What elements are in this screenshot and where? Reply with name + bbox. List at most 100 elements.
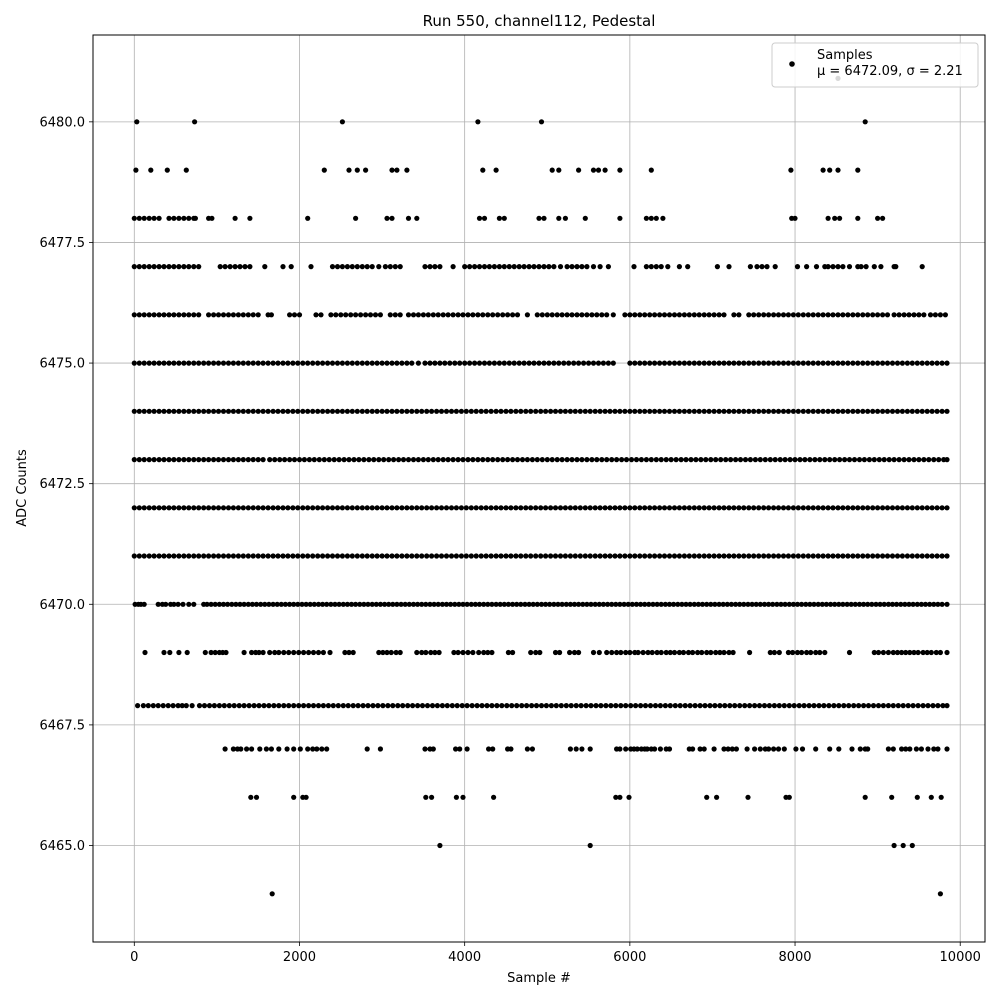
data-point xyxy=(577,408,583,414)
data-point xyxy=(563,601,569,607)
data-point xyxy=(759,264,765,270)
data-point xyxy=(622,505,628,511)
data-point xyxy=(903,649,909,656)
data-point xyxy=(865,553,871,559)
data-point xyxy=(939,601,945,607)
data-point xyxy=(792,215,798,221)
data-point xyxy=(334,553,341,559)
data-point xyxy=(713,649,719,656)
data-point xyxy=(430,312,436,318)
data-point xyxy=(800,553,806,559)
data-point xyxy=(201,360,207,366)
data-point xyxy=(176,649,182,656)
data-point xyxy=(822,649,828,656)
data-point xyxy=(944,457,950,463)
data-point xyxy=(331,457,337,463)
data-point xyxy=(379,360,385,366)
data-point xyxy=(676,553,683,559)
data-point xyxy=(612,408,618,414)
data-point xyxy=(856,457,863,463)
data-point xyxy=(508,553,514,559)
data-point xyxy=(369,601,375,607)
data-point xyxy=(576,360,582,366)
data-point xyxy=(355,703,361,709)
data-point xyxy=(693,457,699,463)
data-point xyxy=(275,408,281,414)
data-point xyxy=(678,457,684,463)
data-point xyxy=(538,601,545,607)
data-point xyxy=(470,649,476,656)
data-point xyxy=(696,553,702,559)
x-axis-ticks: 0 2000 4000 6000 8000 10000 xyxy=(130,942,981,965)
data-point xyxy=(136,215,142,221)
data-point xyxy=(569,264,575,270)
data-point xyxy=(555,601,561,607)
data-point xyxy=(373,601,379,607)
data-point xyxy=(339,408,345,414)
data-point xyxy=(390,703,396,709)
data-point xyxy=(430,457,436,463)
data-point xyxy=(538,408,544,414)
data-point xyxy=(676,264,683,270)
data-point xyxy=(310,703,317,709)
data-point xyxy=(827,167,833,173)
data-point xyxy=(280,408,286,414)
data-point xyxy=(486,360,492,366)
data-point xyxy=(384,215,390,221)
data-point xyxy=(221,703,227,709)
data-point xyxy=(934,408,940,414)
data-point xyxy=(220,408,227,414)
data-point xyxy=(329,408,336,414)
data-point xyxy=(680,649,687,656)
data-point xyxy=(440,457,446,463)
data-point xyxy=(280,360,286,366)
data-point xyxy=(712,703,718,709)
data-point xyxy=(706,312,712,318)
data-point xyxy=(775,312,782,318)
data-point xyxy=(772,457,778,463)
data-point xyxy=(247,264,253,270)
data-point xyxy=(701,746,707,752)
data-point xyxy=(661,505,668,511)
data-point xyxy=(728,457,734,463)
data-point xyxy=(884,360,891,366)
data-point xyxy=(835,167,841,173)
data-point xyxy=(936,457,942,463)
data-point xyxy=(483,408,489,414)
data-point xyxy=(444,703,450,709)
data-point xyxy=(443,505,450,511)
data-point xyxy=(791,703,797,709)
data-point xyxy=(320,649,326,656)
data-point xyxy=(660,215,666,221)
data-point xyxy=(489,601,495,607)
data-point xyxy=(435,457,441,463)
data-point xyxy=(528,505,534,511)
data-point xyxy=(671,312,678,318)
data-point xyxy=(480,312,486,318)
data-point xyxy=(657,360,663,366)
data-point xyxy=(220,505,227,511)
data-point xyxy=(609,457,615,463)
data-point xyxy=(782,457,788,463)
data-point xyxy=(270,505,276,511)
data-point xyxy=(582,553,588,559)
data-point xyxy=(325,553,331,559)
data-point xyxy=(564,312,570,318)
data-point xyxy=(303,601,309,607)
data-point xyxy=(840,264,846,270)
data-point xyxy=(490,457,496,463)
data-point xyxy=(514,703,520,709)
data-point xyxy=(146,360,152,366)
data-point xyxy=(880,703,887,709)
data-point xyxy=(364,360,370,366)
data-point xyxy=(894,408,901,414)
data-point xyxy=(604,457,610,463)
data-point xyxy=(371,457,377,463)
data-point xyxy=(596,601,602,607)
data-point xyxy=(453,408,459,414)
data-point xyxy=(830,505,836,511)
data-point xyxy=(937,312,944,318)
data-point xyxy=(821,703,827,709)
data-point xyxy=(805,312,811,318)
data-point xyxy=(225,408,232,414)
